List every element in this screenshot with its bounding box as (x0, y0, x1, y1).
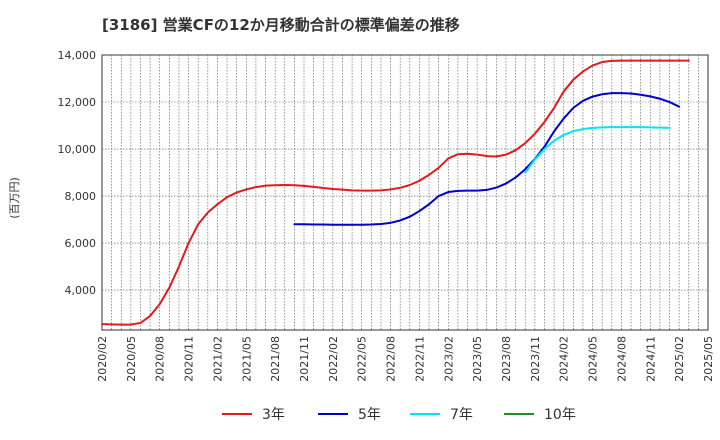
series-line-7年 (524, 126, 671, 174)
legend-label: 10年 (544, 407, 576, 423)
y-tick-label: 4,000 (65, 284, 97, 297)
x-tick-label: 2023/11 (529, 336, 542, 382)
x-tick-label: 2020/02 (96, 336, 109, 382)
y-tick-label: 6,000 (65, 237, 97, 250)
x-tick-label: 2024/05 (587, 336, 600, 382)
x-tick-label: 2022/11 (413, 336, 426, 382)
y-axis-ticks: 4,000 6,000 8,000 10,000 12,000 14,000 (58, 49, 97, 297)
x-tick-label: 2024/08 (615, 336, 628, 382)
x-tick-label: 2022/08 (385, 336, 398, 382)
series-lines (101, 59, 690, 326)
x-axis-ticks: 2020/02 2020/05 2020/08 2020/11 2021/02 2021/… (96, 336, 715, 382)
grid-lines (102, 54, 708, 330)
chart-title: [3186] 営業CFの12か月移動合計の標準偏差の推移 (102, 16, 460, 34)
x-tick-label: 2025/05 (702, 336, 715, 382)
x-tick-label: 2023/02 (442, 336, 455, 382)
y-axis-label: (百万円) (8, 177, 21, 219)
series-line-5年 (293, 92, 681, 226)
x-tick-label: 2020/08 (154, 336, 167, 382)
legend-label: 7年 (450, 407, 473, 423)
x-tick-label: 2021/02 (211, 336, 224, 382)
y-tick-label: 14,000 (58, 49, 97, 62)
x-tick-label: 2024/11 (644, 336, 657, 382)
plot-area (101, 54, 709, 331)
legend-label: 3年 (262, 407, 285, 423)
x-tick-label: 2022/02 (327, 336, 340, 382)
series-line-3年 (101, 59, 690, 326)
y-tick-label: 10,000 (58, 143, 97, 156)
legend-label: 5年 (358, 407, 381, 423)
y-tick-label: 8,000 (65, 190, 97, 203)
x-tick-label: 2020/11 (183, 336, 196, 382)
x-tick-label: 2021/05 (240, 336, 253, 382)
x-tick-label: 2021/08 (269, 336, 282, 382)
x-tick-label: 2024/02 (558, 336, 571, 382)
x-tick-label: 2020/05 (125, 336, 138, 382)
x-tick-label: 2023/08 (500, 336, 513, 382)
y-tick-label: 12,000 (58, 96, 97, 109)
x-tick-label: 2023/05 (471, 336, 484, 382)
legend: 3年 5年 7年 10年 (222, 407, 576, 423)
plot-frame (101, 54, 709, 331)
x-tick-label: 2021/11 (298, 336, 311, 382)
x-tick-label: 2025/02 (673, 336, 686, 382)
x-tick-label: 2022/05 (356, 336, 369, 382)
